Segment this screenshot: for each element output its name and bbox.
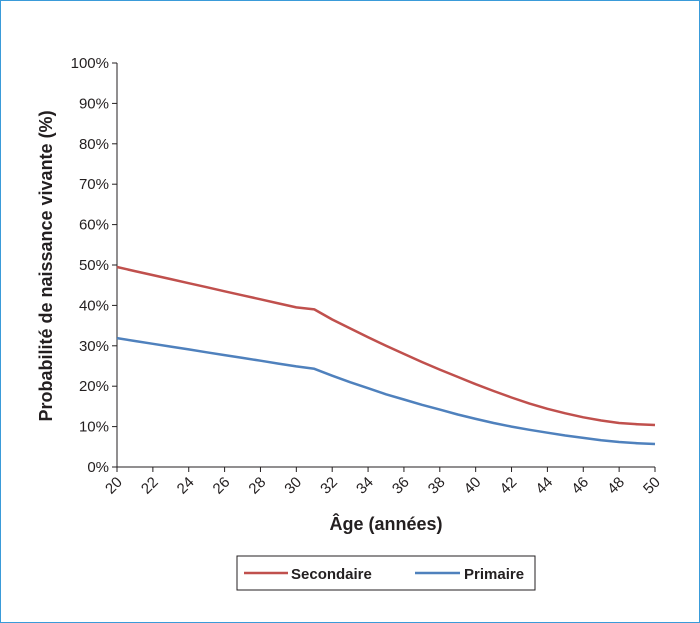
x-tick-label: 38 (425, 474, 449, 498)
x-tick-label: 50 (640, 474, 664, 498)
x-axis-ticks: 20 22 24 26 28 30 32 34 36 38 40 42 44 46 48 50 (102, 467, 664, 498)
y-tick-label: 60% (79, 217, 109, 234)
x-tick-label: 24 (174, 474, 198, 498)
y-tick-label: 10% (79, 419, 109, 436)
x-axis-title: Âge (années) (329, 513, 442, 534)
x-tick-label: 28 (245, 474, 269, 498)
series-line-secondaire (116, 265, 656, 427)
x-tick-label: 32 (317, 474, 341, 498)
y-tick-label: 40% (79, 297, 109, 314)
legend-label-primaire: Primaire (464, 566, 524, 583)
y-axis-title: Probabilité de naissance vivante (%) (36, 110, 56, 421)
y-tick-label: 90% (79, 95, 109, 112)
x-tick-label: 40 (461, 474, 485, 498)
series-layer (116, 265, 656, 446)
y-tick-label: 30% (79, 338, 109, 355)
y-axis-ticks: 0% 10% 20% 30% 40% 50% 60% 70% 80% 90% 100% (71, 55, 117, 476)
x-tick-label: 36 (389, 474, 413, 498)
plot-area (116, 63, 655, 468)
x-tick-label: 26 (210, 474, 234, 498)
x-tick-label: 44 (532, 474, 556, 498)
x-tick-label: 20 (102, 474, 126, 498)
y-tick-label: 0% (87, 459, 109, 476)
legend: Secondaire Primaire (236, 555, 536, 591)
x-tick-label: 34 (353, 474, 377, 498)
series-line-primaire (116, 336, 656, 446)
x-tick-label: 22 (138, 474, 162, 498)
legend-label-secondaire: Secondaire (291, 566, 372, 583)
x-tick-label: 48 (604, 474, 628, 498)
x-tick-label: 42 (497, 474, 521, 498)
y-tick-label: 80% (79, 136, 109, 153)
y-tick-label: 20% (79, 378, 109, 395)
x-tick-label: 46 (568, 474, 592, 498)
y-tick-label: 70% (79, 176, 109, 193)
y-tick-label: 100% (71, 55, 109, 72)
x-tick-label: 30 (281, 474, 305, 498)
y-tick-label: 50% (79, 257, 109, 274)
